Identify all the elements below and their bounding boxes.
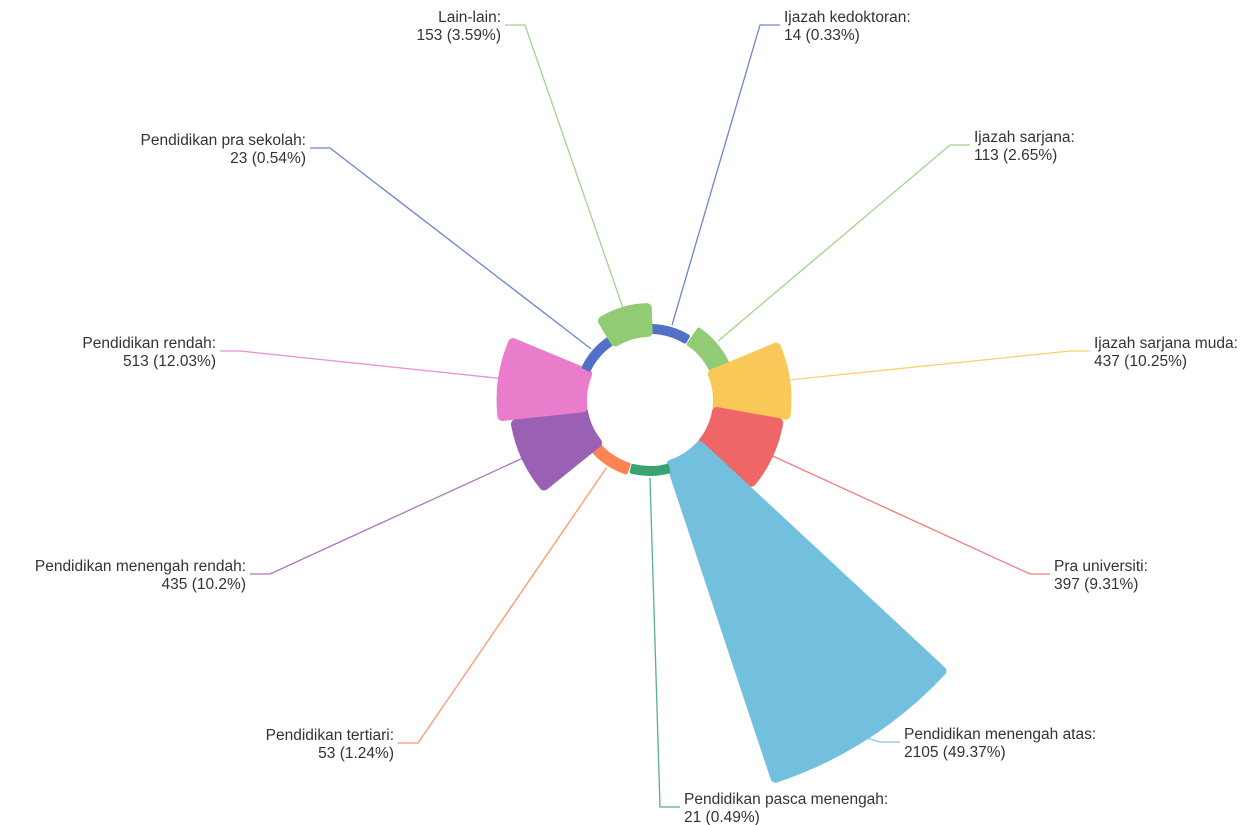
label-name-pendidikan-pasca-menengah: Pendidikan pasca menengah: bbox=[684, 791, 888, 808]
label-value-ijazah-kedoktoran: 14 (0.33%) bbox=[784, 27, 860, 44]
label-name-pra-universiti: Pra universiti: bbox=[1054, 558, 1148, 575]
leader-line-pendidikan-menengah-rendah bbox=[250, 457, 523, 575]
label-value-ijazah-sarjana-muda: 437 (10.25%) bbox=[1094, 353, 1187, 370]
leader-line-pendidikan-pasca-menengah bbox=[649, 477, 680, 808]
leader-line-ijazah-kedoktoran bbox=[671, 24, 780, 326]
leader-lines-group bbox=[220, 24, 1090, 808]
slices-group bbox=[496, 303, 947, 783]
label-value-pendidikan-pra-sekolah: 23 (0.54%) bbox=[230, 150, 306, 167]
label-value-ijazah-sarjana: 113 (2.65%) bbox=[974, 147, 1057, 164]
slice-lain-lain[interactable] bbox=[598, 303, 653, 347]
leader-line-lain-lain bbox=[505, 24, 624, 309]
leader-line-pendidikan-pra-sekolah bbox=[310, 147, 592, 350]
label-value-pendidikan-menengah-atas: 2105 (49.37%) bbox=[904, 744, 1006, 761]
leader-line-ijazah-sarjana-muda bbox=[789, 350, 1090, 381]
slice-ijazah-kedoktoran[interactable] bbox=[650, 324, 690, 344]
leader-line-pendidikan-tertiari bbox=[398, 467, 608, 744]
label-value-pendidikan-menengah-rendah: 435 (10.2%) bbox=[162, 576, 246, 593]
labels-group: Ijazah kedoktoran:14 (0.33%) Ijazah sarja… bbox=[35, 9, 1238, 825]
label-value-lain-lain: 153 (3.59%) bbox=[417, 27, 501, 44]
label-name-ijazah-sarjana: Ijazah sarjana: bbox=[974, 129, 1075, 146]
label-name-lain-lain: Lain-lain: bbox=[438, 9, 501, 26]
label-name-pendidikan-menengah-atas: Pendidikan menengah atas: bbox=[904, 726, 1096, 743]
slice-pendidikan-pasca-menengah[interactable] bbox=[629, 463, 671, 476]
slice-ijazah-sarjana-muda[interactable] bbox=[707, 342, 792, 420]
leader-line-pendidikan-menengah-atas bbox=[867, 737, 900, 743]
label-name-pendidikan-pra-sekolah: Pendidikan pra sekolah: bbox=[141, 132, 306, 149]
slice-pendidikan-tertiari[interactable] bbox=[592, 444, 631, 475]
label-name-pendidikan-menengah-rendah: Pendidikan menengah rendah: bbox=[35, 558, 246, 575]
leader-line-pendidikan-rendah bbox=[220, 350, 500, 379]
label-name-pendidikan-tertiari: Pendidikan tertiari: bbox=[266, 727, 394, 744]
slice-pendidikan-menengah-rendah[interactable] bbox=[510, 407, 603, 491]
label-value-pendidikan-rendah: 513 (12.03%) bbox=[123, 353, 216, 370]
label-value-pendidikan-pasca-menengah: 21 (0.49%) bbox=[684, 809, 760, 825]
label-name-pendidikan-rendah: Pendidikan rendah: bbox=[82, 335, 216, 352]
slice-pendidikan-pra-sekolah[interactable] bbox=[581, 337, 614, 372]
slice-ijazah-sarjana[interactable] bbox=[686, 327, 729, 372]
slice-pra-universiti[interactable] bbox=[697, 407, 784, 487]
leader-line-pra-universiti bbox=[771, 455, 1050, 575]
label-value-pra-universiti: 397 (9.31%) bbox=[1054, 576, 1138, 593]
slice-pendidikan-rendah[interactable] bbox=[496, 338, 593, 421]
leader-line-ijazah-sarjana bbox=[717, 144, 970, 342]
label-value-pendidikan-tertiari: 53 (1.24%) bbox=[318, 745, 394, 762]
slice-pendidikan-menengah-atas[interactable] bbox=[666, 441, 947, 783]
label-name-ijazah-sarjana-muda: Ijazah sarjana muda: bbox=[1094, 335, 1238, 352]
label-name-ijazah-kedoktoran: Ijazah kedoktoran: bbox=[784, 9, 911, 26]
